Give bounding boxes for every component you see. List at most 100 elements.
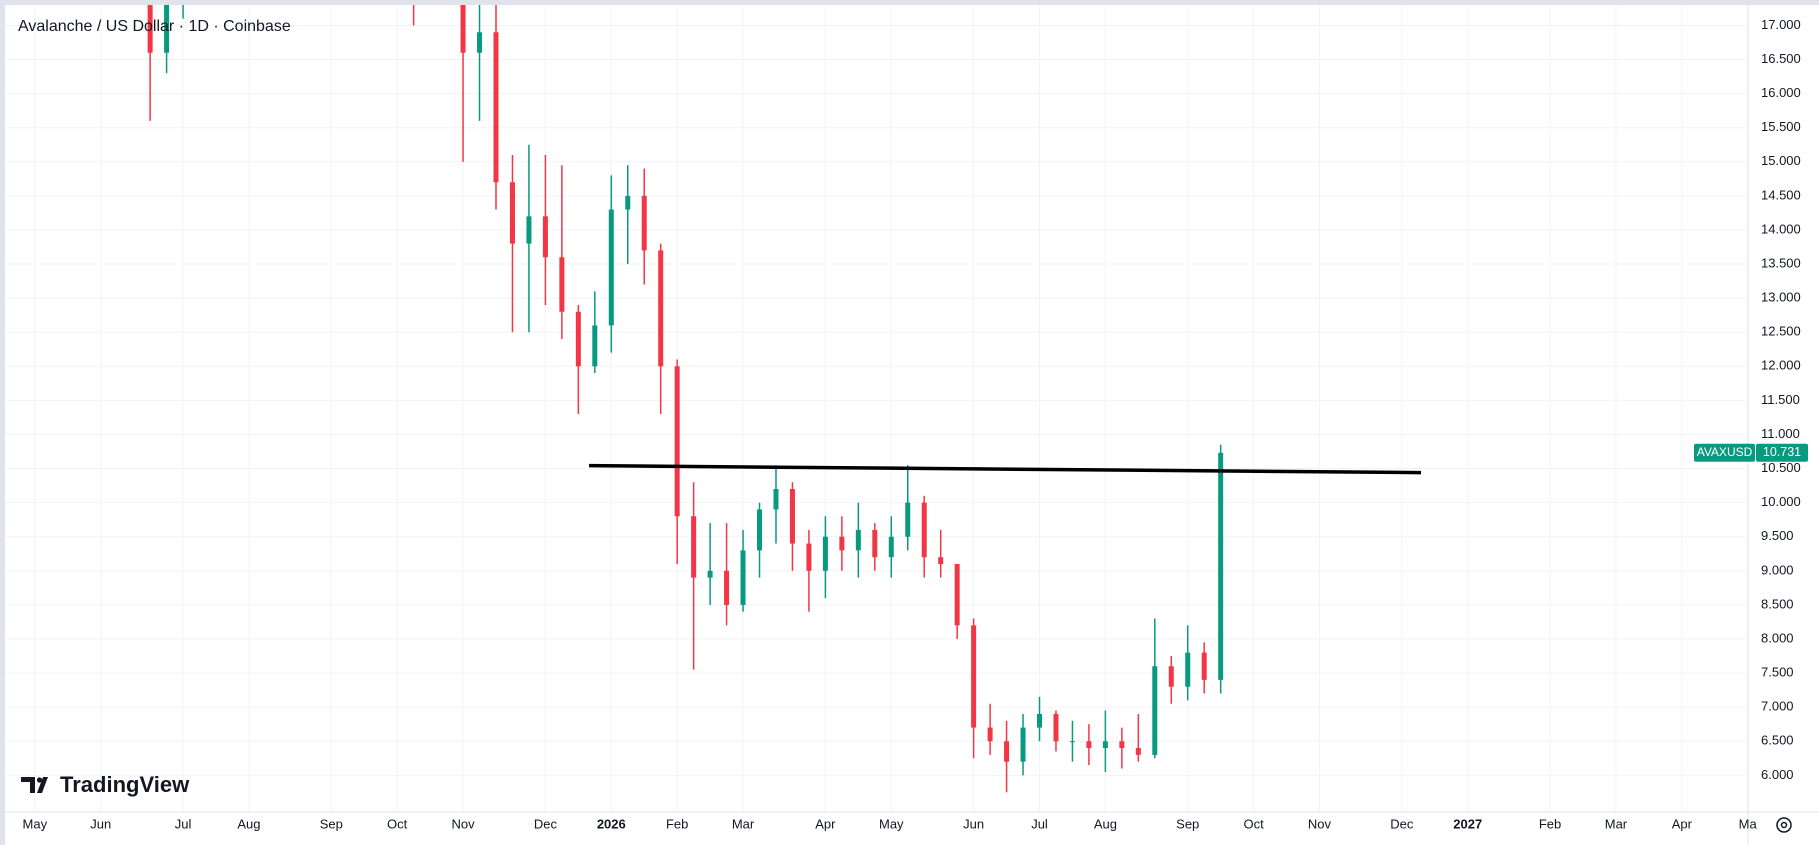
candle-body xyxy=(954,563,960,626)
y-tick-label: 15.000 xyxy=(1761,153,1801,168)
candle-body xyxy=(1218,452,1224,680)
candle-body xyxy=(1152,666,1158,755)
x-tick-label: Sep xyxy=(320,816,343,831)
x-tick-label: Dec xyxy=(1390,816,1414,831)
candle-body xyxy=(822,536,828,571)
candle-body xyxy=(855,529,861,551)
x-tick-label: Jul xyxy=(175,816,192,831)
plot-area xyxy=(147,5,1422,793)
y-tick-label: 9.500 xyxy=(1761,528,1794,543)
y-tick-label: 7.500 xyxy=(1761,665,1794,680)
candle-body xyxy=(641,195,647,251)
candle-body xyxy=(888,536,894,558)
trendline xyxy=(588,463,1422,475)
x-tick-label: 2027 xyxy=(1453,816,1482,831)
left-border xyxy=(0,0,5,845)
x-tick-label: Jul xyxy=(1031,816,1048,831)
candle-body xyxy=(691,516,697,578)
x-tick-label: Oct xyxy=(1243,816,1264,831)
x-tick-label: Nov xyxy=(1308,816,1332,831)
brand-name: TradingView xyxy=(60,772,190,797)
chart-title: Avalanche / US Dollar · 1D · Coinbase xyxy=(18,18,291,35)
candle-body xyxy=(509,182,515,244)
price-tag-label: 10.731 xyxy=(1763,445,1801,459)
grid xyxy=(5,5,1749,812)
candle-body xyxy=(1168,666,1174,687)
top-border xyxy=(0,0,1819,5)
y-tick-label: 8.500 xyxy=(1761,596,1794,611)
y-tick-label: 11.000 xyxy=(1761,426,1800,441)
y-tick-label: 9.000 xyxy=(1761,562,1794,577)
candle-body xyxy=(839,536,845,551)
candle-body xyxy=(724,570,730,605)
y-tick-label: 14.500 xyxy=(1761,187,1801,202)
y-tick-label: 12.500 xyxy=(1761,324,1801,339)
candle-body xyxy=(592,325,598,367)
x-tick-label: 2026 xyxy=(597,816,626,831)
candle-body xyxy=(905,502,911,537)
candle-body xyxy=(147,5,153,53)
candle-body xyxy=(1020,727,1026,762)
y-tick-label: 12.000 xyxy=(1761,358,1801,373)
brand-logo: TradingView xyxy=(21,772,190,797)
candle-body xyxy=(789,489,795,544)
y-tick-label: 16.500 xyxy=(1761,51,1801,66)
candle-body xyxy=(806,543,812,571)
x-tick-label: Nov xyxy=(451,816,475,831)
y-tick-label: 11.500 xyxy=(1761,392,1800,407)
candle-body xyxy=(872,529,878,558)
x-tick-label: May xyxy=(879,816,904,831)
candle-body xyxy=(1135,748,1141,755)
candle-body xyxy=(1119,741,1125,749)
x-tick-label: Dec xyxy=(534,816,558,831)
candle-body xyxy=(477,32,483,53)
y-tick-label: 16.000 xyxy=(1761,85,1801,100)
candle-body xyxy=(1086,741,1092,749)
x-tick-label: Jun xyxy=(963,816,984,831)
candle-body xyxy=(938,557,944,564)
y-tick-label: 13.500 xyxy=(1761,255,1801,270)
brand-icon-dot xyxy=(36,777,43,783)
candle-body xyxy=(526,216,532,244)
candle-body xyxy=(608,209,614,326)
candle-body xyxy=(773,489,779,510)
settings-gear[interactable] xyxy=(1776,817,1792,833)
settings-gear-center[interactable] xyxy=(1780,821,1788,829)
candle-body xyxy=(1053,713,1059,742)
y-tick-label: 17.000 xyxy=(1761,17,1801,32)
candle-body xyxy=(1004,741,1010,762)
candle-body xyxy=(559,257,565,312)
symbol-tag xyxy=(1694,443,1755,462)
candle-body xyxy=(921,502,927,558)
candle-body xyxy=(1102,741,1108,749)
y-tick-label: 10.000 xyxy=(1761,494,1801,509)
x-tick-label: Mar xyxy=(732,816,755,831)
candle-body xyxy=(625,195,631,210)
y-tick-label: 15.500 xyxy=(1761,119,1801,134)
candle-body xyxy=(164,5,170,53)
candle-body xyxy=(740,550,746,605)
x-tick-label: Feb xyxy=(666,816,688,831)
y-tick-label: 8.000 xyxy=(1761,630,1794,645)
x-tick-label: Mar xyxy=(1605,816,1628,831)
candle-body xyxy=(1037,713,1043,728)
candle-body xyxy=(493,32,499,183)
x-tick-label: Ma xyxy=(1739,816,1758,831)
x-tick-label: Sep xyxy=(1176,816,1199,831)
x-tick-label: Apr xyxy=(815,816,836,831)
axes: 6.000 6.500 7.000 7.500 8.000 8.500 9.000 9.500… xyxy=(5,5,1819,845)
y-tick-label: 6.500 xyxy=(1761,733,1794,748)
x-tick-label: May xyxy=(23,816,48,831)
candle-body xyxy=(658,250,664,367)
candle-body xyxy=(987,727,993,742)
candle-body xyxy=(1185,652,1191,687)
y-tick-label: 10.500 xyxy=(1761,460,1801,475)
y-tick-label: 6.000 xyxy=(1761,767,1794,782)
candle-body xyxy=(674,366,680,517)
candle-body xyxy=(1069,741,1075,743)
settings-button[interactable] xyxy=(1776,817,1792,833)
x-tick-label: Oct xyxy=(387,816,408,831)
candle-body xyxy=(971,625,977,728)
x-tick-label: Feb xyxy=(1539,816,1561,831)
